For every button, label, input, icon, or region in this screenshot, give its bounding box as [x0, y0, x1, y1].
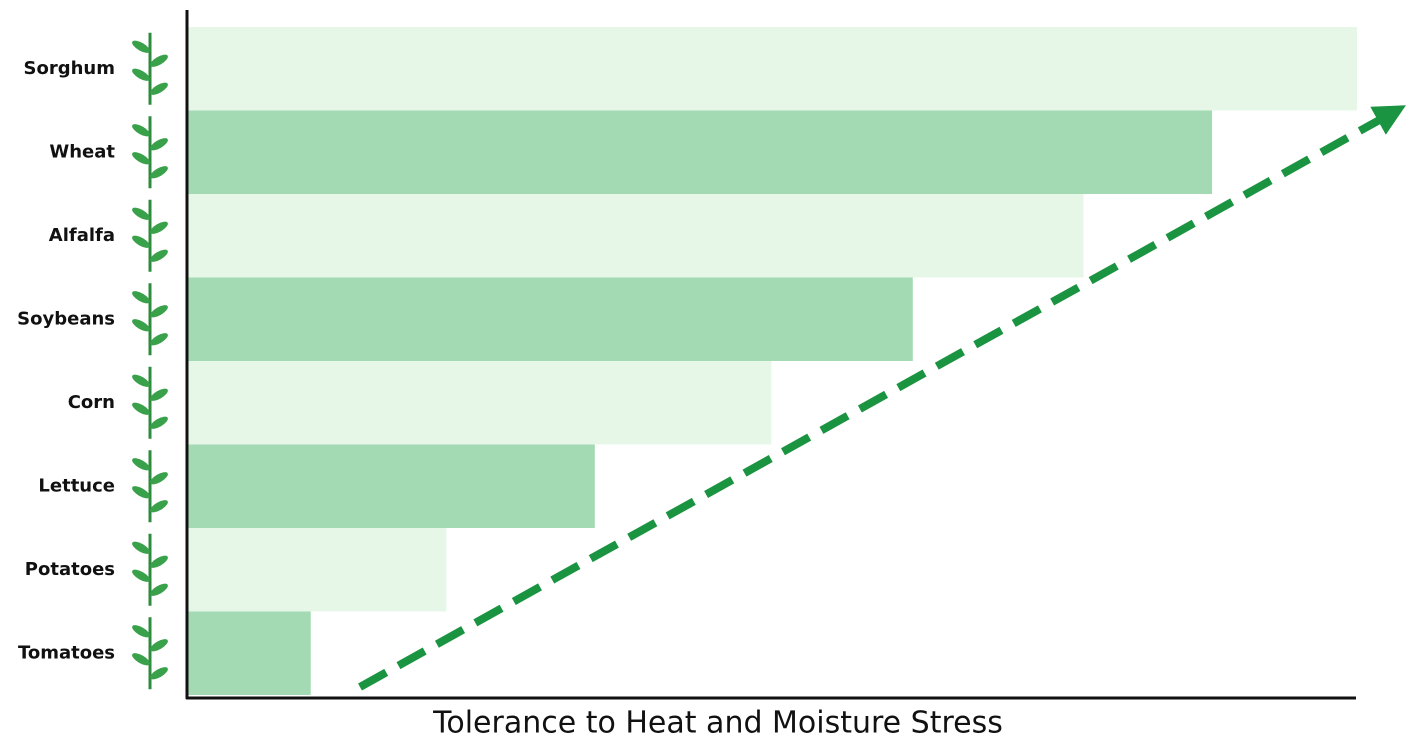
icon-leaf — [150, 249, 168, 262]
category-label: Wheat — [49, 141, 115, 162]
x-axis-label: Tolerance to Heat and Moisture Stress — [432, 706, 1003, 741]
category-label: Potatoes — [25, 559, 115, 580]
icon-leaf — [150, 82, 168, 95]
icon-leaf — [132, 207, 150, 220]
plant-icon — [132, 32, 168, 105]
icon-leaf — [132, 486, 150, 499]
plant-icon — [132, 366, 168, 439]
icon-leaf — [132, 235, 150, 248]
icon-leaf — [150, 583, 168, 596]
icon-leaf — [150, 416, 168, 429]
bars — [188, 27, 1357, 695]
plant-icon — [132, 116, 168, 189]
icon-leaf — [132, 124, 150, 137]
bar — [188, 444, 595, 528]
icon-leaf — [150, 555, 168, 568]
icon-leaf — [132, 402, 150, 415]
bar — [188, 611, 311, 695]
icon-leaf — [150, 388, 168, 401]
bar — [188, 277, 913, 361]
icon-leaf — [132, 653, 150, 666]
icon-leaf — [150, 472, 168, 485]
icon-leaf — [132, 458, 150, 471]
plant-icon — [132, 450, 168, 523]
category-label: Sorghum — [24, 58, 115, 79]
plant-icon — [132, 199, 168, 272]
bar — [188, 528, 447, 612]
icon-leaf — [150, 500, 168, 513]
icon-leaf — [150, 54, 168, 67]
icon-leaf — [132, 291, 150, 304]
icon-leaf — [132, 40, 150, 53]
bar — [188, 361, 772, 445]
icon-leaf — [132, 625, 150, 638]
plant-icon — [132, 283, 168, 356]
icon-leaf — [132, 68, 150, 81]
category-label: Lettuce — [38, 475, 115, 496]
bar — [188, 110, 1213, 194]
category-label: Corn — [68, 392, 115, 413]
icon-leaf — [150, 667, 168, 680]
icon-leaf — [132, 541, 150, 554]
icon-leaf — [150, 221, 168, 234]
icon-leaf — [132, 374, 150, 387]
icon-leaf — [150, 138, 168, 151]
icon-leaf — [132, 319, 150, 332]
icon-leaf — [132, 569, 150, 582]
category-label: Tomatoes — [18, 642, 115, 663]
icon-leaf — [150, 305, 168, 318]
plant-icon — [132, 533, 168, 606]
category-label: Soybeans — [17, 308, 115, 329]
icon-leaf — [150, 166, 168, 179]
icon-leaf — [150, 639, 168, 652]
icon-leaf — [150, 333, 168, 346]
category-label: Alfalfa — [49, 225, 115, 246]
icon-leaf — [132, 152, 150, 165]
trend-arrow — [358, 105, 1406, 691]
bar — [188, 27, 1357, 111]
bar — [188, 194, 1084, 278]
plant-icon — [132, 617, 168, 690]
